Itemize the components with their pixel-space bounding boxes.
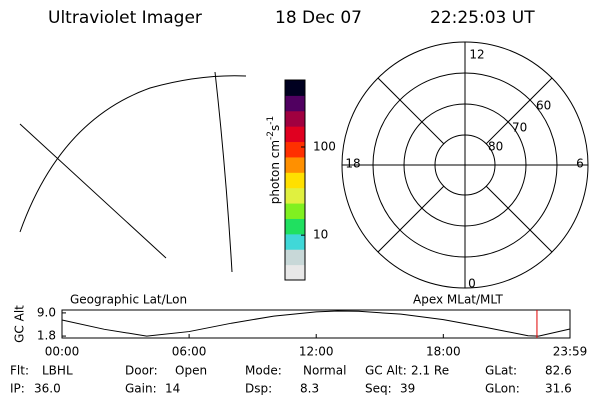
field-label: Mode: xyxy=(245,364,282,378)
lat-label: 60 xyxy=(536,99,551,113)
altitude-plot: 1.8 9.0 00:00 06:00 12:00 18:00 23:59 xyxy=(37,305,587,358)
colorbar-frame xyxy=(284,79,306,281)
color-step xyxy=(285,233,305,250)
lat-label: 80 xyxy=(488,140,503,154)
x-tick-label: 06:00 xyxy=(172,345,207,359)
y-tick-label: 1.8 xyxy=(37,329,56,343)
colorbar-tick-label: 10 xyxy=(313,228,328,242)
color-step xyxy=(285,203,305,219)
field-value: 36.0 xyxy=(34,382,61,396)
lat-label: 70 xyxy=(512,121,527,135)
color-step xyxy=(285,156,305,173)
plot-frame xyxy=(61,309,571,339)
panel-label: Geographic Lat/Lon xyxy=(70,293,187,307)
field-label: Seq: xyxy=(365,382,392,396)
field-label: GC Alt: xyxy=(365,364,407,378)
field-label: Dsp: xyxy=(245,382,272,396)
color-step xyxy=(285,187,305,204)
mlt-label: 18 xyxy=(345,157,360,171)
x-tick-label: 00:00 xyxy=(45,345,80,359)
field-value: LBHL xyxy=(42,364,73,378)
field-value: 8.3 xyxy=(300,382,319,396)
mlt-label: 6 xyxy=(576,157,584,171)
grid-line xyxy=(214,71,233,273)
x-tick-label: 18:00 xyxy=(426,345,461,359)
color-step xyxy=(285,172,305,189)
field-value: 82.6 xyxy=(545,364,572,378)
status-footer: Flt: LBHL Door: Open Mode: Normal GC Alt: 2.1 R… xyxy=(10,364,572,396)
field-label: Flt: xyxy=(10,364,29,378)
x-tick-label: 23:59 xyxy=(553,345,588,359)
field-value: Normal xyxy=(303,364,346,378)
x-tick-label: 12:00 xyxy=(299,345,334,359)
mlt-line xyxy=(485,185,553,253)
color-step xyxy=(285,80,305,96)
field-value: 39 xyxy=(400,382,415,396)
panel-label: Apex MLat/MLT xyxy=(413,293,503,307)
date: 18 Dec 07 xyxy=(275,8,362,28)
instrument-title: Ultraviolet Imager xyxy=(48,8,202,28)
colorbar-label: photon cm-2s-1 xyxy=(266,116,282,205)
altitude-line xyxy=(61,310,571,337)
geographic-grid xyxy=(19,71,247,273)
field-value: 14 xyxy=(165,382,180,396)
field-label: Gain: xyxy=(125,382,157,396)
y-axis-label: GC Alt xyxy=(13,305,27,343)
field-label: GLon: xyxy=(485,382,520,396)
grid-arc xyxy=(19,75,247,233)
field-label: Door: xyxy=(125,364,158,378)
color-step xyxy=(285,264,305,281)
field-label: IP: xyxy=(10,382,25,396)
color-step xyxy=(285,95,305,112)
mlt-label: 0 xyxy=(468,277,476,291)
field-value: Open xyxy=(175,364,207,378)
field-value: 2.1 Re xyxy=(411,364,449,378)
colorbar: photon cm-2s-1 10 100 xyxy=(266,79,336,281)
colorbar-tick-label: 100 xyxy=(313,139,336,153)
time: 22:25:03 UT xyxy=(430,8,535,28)
color-step xyxy=(285,249,305,266)
polar-grid: 12 18 6 0 80 70 60 xyxy=(341,41,589,291)
y-tick-label: 9.0 xyxy=(37,305,56,319)
field-label: GLat: xyxy=(485,364,517,378)
color-step xyxy=(285,141,305,158)
grid-line xyxy=(19,123,167,259)
field-value: 31.6 xyxy=(545,382,572,396)
mlt-line xyxy=(377,185,445,253)
mlt-line xyxy=(377,77,445,145)
color-step xyxy=(285,110,305,127)
color-step xyxy=(285,218,305,235)
mlt-line xyxy=(485,77,553,145)
color-step xyxy=(285,126,305,143)
mlt-label: 12 xyxy=(469,48,484,62)
